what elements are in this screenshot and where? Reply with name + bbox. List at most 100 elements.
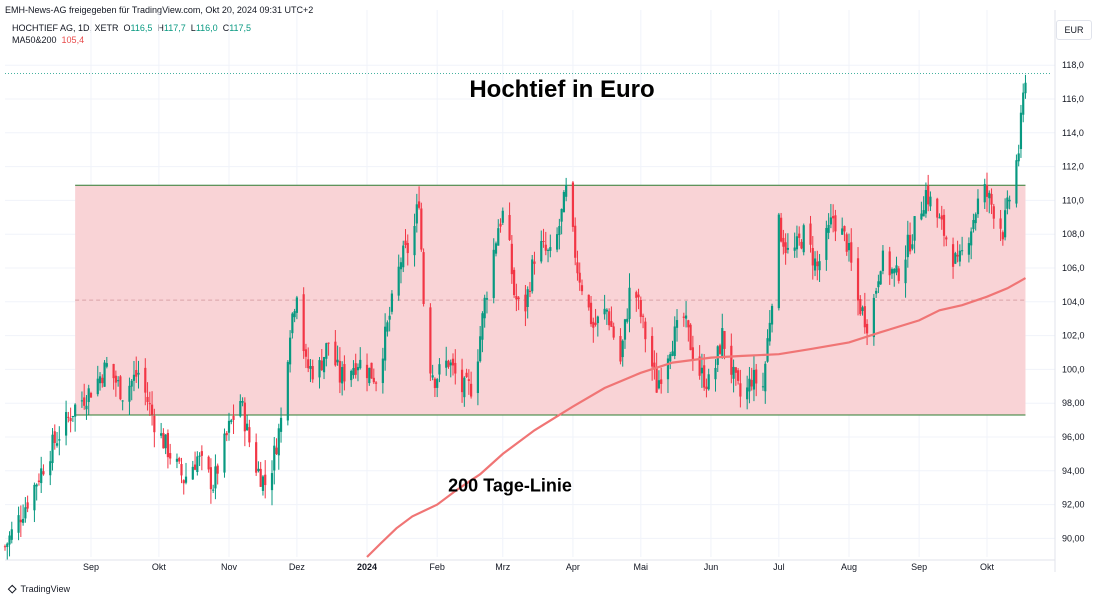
candle-body [560, 208, 563, 222]
candle-body [463, 377, 466, 398]
candle-body [777, 214, 780, 309]
candle [718, 343, 722, 355]
candle-body [635, 292, 638, 298]
candle-body [628, 287, 631, 319]
ma-legend[interactable]: MA50&200 105,4 [12, 35, 84, 45]
candle-body [508, 214, 511, 240]
candle-body [381, 358, 384, 384]
candle [587, 294, 590, 311]
candle [764, 361, 767, 404]
candle-body [227, 420, 231, 433]
candle [415, 193, 418, 233]
candle-body [261, 476, 265, 491]
candle [555, 227, 559, 253]
candle [232, 404, 235, 435]
x-tick-label: Jul [773, 562, 785, 572]
y-axis: 90,00 92,00 94,00 96,00 98,00 100,0 102,0 104,0… [1054, 10, 1085, 572]
candle-body [589, 302, 593, 325]
candle [619, 328, 622, 365]
candle-body [985, 185, 989, 197]
candle-body [241, 401, 244, 403]
candle-body [893, 268, 896, 274]
candle-body [137, 372, 140, 375]
candle [895, 256, 898, 276]
candle [24, 497, 27, 523]
y-tick-label: 116,0 [1062, 94, 1084, 104]
candle-body [225, 432, 228, 436]
candle [691, 335, 694, 371]
candle [275, 438, 278, 455]
candle-body [637, 294, 640, 298]
candle [483, 294, 486, 328]
candle-body [764, 363, 767, 392]
candle-body [904, 259, 907, 284]
candle [954, 251, 957, 265]
candle [264, 460, 267, 499]
candle-body [976, 198, 980, 215]
y-tick-label: 112,0 [1062, 162, 1084, 172]
candle-body [467, 379, 470, 381]
candle-body [153, 415, 156, 433]
candle [784, 233, 787, 265]
candle-body [938, 217, 941, 219]
candle [311, 359, 314, 383]
candle-body [587, 294, 590, 308]
candle [359, 347, 362, 370]
candle-body [49, 461, 52, 476]
candle-body [415, 204, 418, 224]
candle-body [524, 294, 527, 312]
candle-body [216, 465, 219, 474]
candle-body [793, 247, 796, 251]
candle [87, 384, 90, 415]
y-tick-label: 92,00 [1062, 500, 1085, 510]
candle [940, 205, 943, 230]
candle [74, 403, 77, 432]
candle [560, 208, 563, 235]
candle-body [17, 515, 20, 533]
candle [429, 303, 432, 381]
currency-button[interactable]: EUR [1056, 20, 1092, 40]
candle [531, 254, 534, 294]
candle-body [257, 468, 260, 472]
candle-body [761, 386, 765, 388]
candle-body [248, 427, 251, 443]
candle-body [859, 299, 862, 315]
candle [927, 174, 930, 212]
candle [64, 400, 68, 446]
candle [603, 294, 606, 320]
candle-body [429, 307, 432, 374]
candle-body [399, 262, 403, 270]
candle-body [354, 363, 357, 375]
candle-body [232, 415, 235, 420]
candle [214, 454, 217, 500]
candle-body [879, 271, 882, 285]
candle [374, 381, 378, 392]
candle-body [433, 378, 437, 389]
candle-body [114, 375, 117, 383]
candle [913, 216, 916, 254]
symbol-legend[interactable]: HOCHTIEF AG, 1D, XETR O116,5 H117,7 L116… [12, 23, 251, 33]
candle-body [275, 447, 278, 455]
candle-body [384, 326, 387, 361]
candle-body [813, 258, 817, 271]
candle-body [1015, 160, 1018, 204]
candle [628, 273, 631, 333]
candle [825, 220, 828, 271]
candle-body [682, 316, 685, 318]
candle [470, 371, 473, 399]
candle-body [639, 299, 642, 317]
candle [856, 247, 860, 316]
candle [714, 359, 717, 392]
candle-body [716, 346, 719, 365]
candle [544, 231, 547, 256]
candle [558, 218, 561, 250]
candle [98, 372, 102, 391]
candle [96, 365, 99, 397]
candle [850, 228, 853, 271]
candle [999, 209, 1002, 242]
candle [175, 453, 179, 469]
candle-body [417, 201, 421, 208]
candle-body [193, 464, 197, 470]
y-tick-label: 104,0 [1062, 297, 1085, 307]
